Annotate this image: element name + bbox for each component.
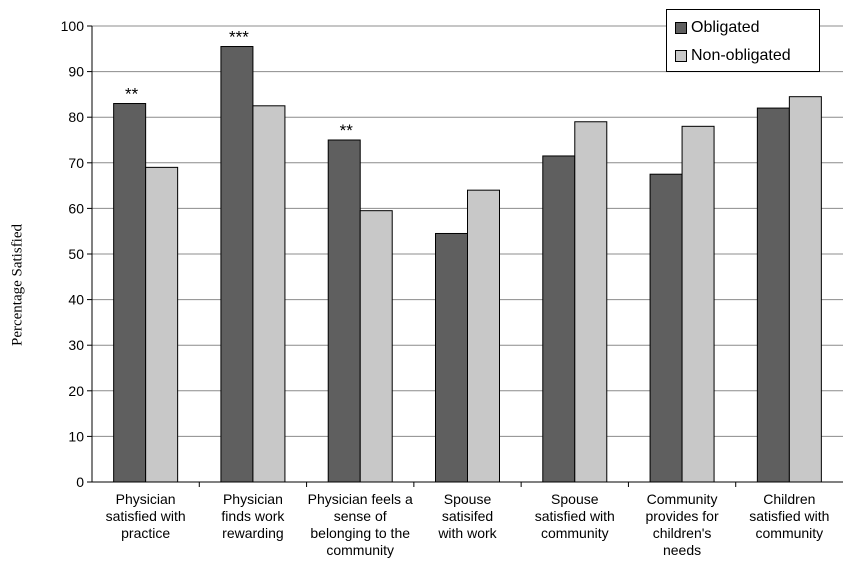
- bar-non-obligated-6: [788, 96, 822, 483]
- category-label: Children satisfied with community: [749, 491, 830, 541]
- category-label: Physician finds work rewarding: [221, 491, 285, 541]
- legend-item-obligated: Obligated: [675, 19, 760, 37]
- category-label: Physician satisfied with practice: [105, 491, 186, 541]
- y-tick-label: 10: [68, 428, 84, 444]
- bar-obligated-0: [113, 103, 147, 483]
- legend-label-obligated: Obligated: [691, 19, 760, 36]
- y-tick-label: 0: [76, 474, 84, 490]
- category-label: Community provides for children's needs: [645, 491, 719, 558]
- legend-swatch-obligated: [675, 22, 687, 34]
- significance-marker: **: [125, 85, 139, 104]
- bar-non-obligated-5: [681, 125, 715, 483]
- y-tick-label: 30: [68, 337, 84, 353]
- y-tick-label: 70: [68, 155, 84, 171]
- bar-non-obligated-0: [145, 166, 179, 483]
- legend-swatch-non-obligated: [675, 50, 687, 62]
- legend-label-non-obligated: Non-obligated: [691, 47, 791, 64]
- bar-obligated-4: [542, 155, 576, 483]
- legend: Obligated Non-obligated: [666, 9, 820, 72]
- y-tick-label: 90: [68, 64, 84, 80]
- bar-obligated-2: [327, 139, 361, 483]
- y-tick-label: 40: [68, 292, 84, 308]
- y-tick-label: 20: [68, 383, 84, 399]
- y-tick-label: 100: [61, 18, 85, 34]
- legend-item-non-obligated: Non-obligated: [675, 47, 791, 65]
- bar-obligated-3: [435, 232, 468, 483]
- category-label: Spouse satisifed with work: [438, 491, 497, 541]
- bar-non-obligated-2: [359, 210, 393, 483]
- category-label: Spouse satisfied with community: [534, 491, 615, 541]
- bar-non-obligated-3: [467, 189, 500, 483]
- y-tick-label: 50: [68, 246, 84, 262]
- bar-obligated-5: [649, 173, 683, 483]
- significance-marker: ***: [229, 28, 249, 47]
- bar-non-obligated-1: [252, 105, 286, 483]
- y-tick-label: 60: [68, 200, 84, 216]
- y-axis-label: Percentage Satisfied: [9, 223, 26, 347]
- bar-obligated-1: [220, 46, 254, 483]
- bar-non-obligated-4: [574, 121, 608, 483]
- bar-obligated-6: [756, 107, 790, 483]
- category-label: Physician feels a sense of belonging to …: [307, 491, 413, 558]
- y-tick-label: 80: [68, 109, 84, 125]
- significance-marker: **: [340, 121, 354, 140]
